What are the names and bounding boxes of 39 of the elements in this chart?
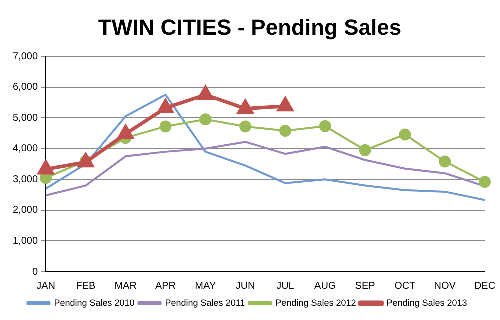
x-tick-label: JUL: [276, 280, 295, 292]
legend-label: Pending Sales 2013: [386, 298, 468, 308]
chart-title: TWIN CITIES - Pending Sales: [97, 14, 403, 42]
point: [240, 120, 252, 133]
x-tick-label: MAR: [114, 280, 137, 292]
y-tick-label: 4,000: [12, 144, 38, 155]
legend-label: Pending Sales 2012: [276, 298, 356, 308]
point: [200, 114, 212, 126]
point: [278, 98, 294, 112]
y-tick-label: 2,000: [12, 205, 38, 216]
y-tick-label: 1,000: [12, 236, 38, 247]
y-tick-label: 7,000: [12, 51, 38, 62]
x-tick-label: JAN: [36, 280, 56, 292]
x-tick-label: OCT: [394, 280, 416, 292]
x-tick-label: MAY: [195, 280, 216, 292]
point: [160, 120, 172, 133]
point: [439, 156, 452, 168]
x-tick-label: APR: [155, 280, 176, 292]
point: [319, 120, 332, 132]
y-tick-label: 5,000: [12, 112, 38, 124]
point: [238, 100, 254, 114]
legend-label: Pending Sales 2011: [165, 298, 246, 308]
x-tick-label: NOV: [434, 280, 456, 292]
point: [158, 99, 174, 114]
y-tick-label: 6,000: [12, 82, 38, 94]
point: [118, 125, 134, 140]
point: [479, 176, 491, 188]
x-tick-label: AUG: [314, 280, 336, 292]
x-tick-label: JUN: [236, 280, 256, 292]
x-tick-label: SEP: [355, 280, 376, 292]
point: [198, 86, 214, 100]
legend-label: Pending Sales 2010: [54, 298, 135, 308]
x-tick-label: DEC: [474, 280, 496, 292]
y-tick-label: 0: [32, 266, 38, 278]
point: [359, 144, 372, 156]
x-tick-label: FEB: [76, 280, 96, 292]
y-tick-label: 3,000: [12, 174, 38, 186]
point: [399, 128, 412, 141]
point: [279, 125, 292, 137]
